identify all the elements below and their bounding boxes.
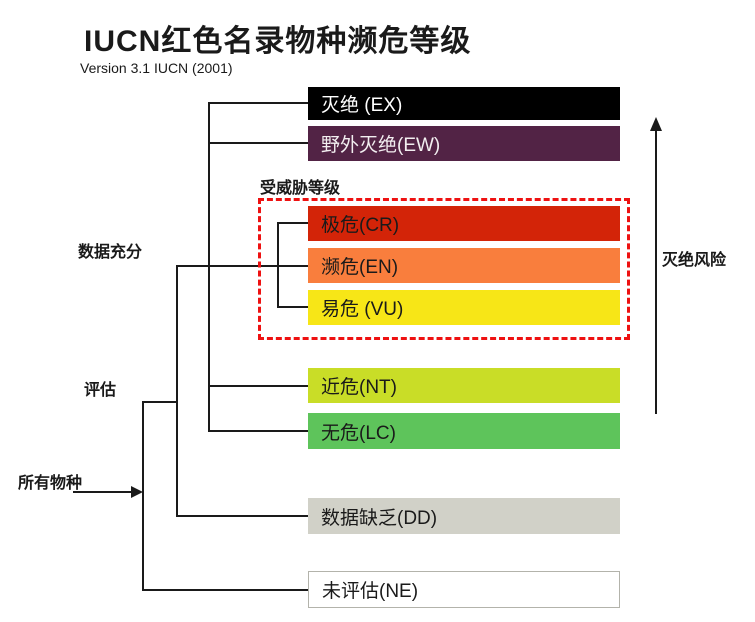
connector-trunk-data-sufficient bbox=[176, 265, 178, 517]
category-bar-cr: 极危(CR) bbox=[308, 206, 620, 241]
right-arrowhead-icon bbox=[131, 486, 143, 498]
page-title: IUCN红色名录物种濒危等级 bbox=[84, 25, 472, 58]
category-bar-en: 濒危(EN) bbox=[308, 248, 620, 283]
extinction-risk-label: 灭绝风险 bbox=[662, 252, 727, 269]
category-bar-ew: 野外灭绝(EW) bbox=[308, 126, 620, 161]
connector-to-en bbox=[176, 265, 308, 267]
category-label-ex: 灭绝 (EX) bbox=[321, 95, 403, 116]
category-label-ew: 野外灭绝(EW) bbox=[321, 135, 441, 156]
evaluated-label: 评估 bbox=[84, 382, 117, 399]
category-label-cr: 极危(CR) bbox=[321, 215, 400, 236]
connector-to-ew bbox=[208, 142, 308, 144]
connector-to-vu bbox=[277, 306, 308, 308]
threatened-group-label: 受威胁等级 bbox=[260, 180, 341, 197]
version-subtitle: Version 3.1 IUCN (2001) bbox=[80, 60, 233, 76]
extinction-risk-arrow-shaft bbox=[655, 129, 657, 414]
category-bar-nt: 近危(NT) bbox=[308, 368, 620, 403]
connector-to-ex bbox=[208, 102, 308, 104]
connector-to-nt bbox=[208, 385, 308, 387]
all-species-label: 所有物种 bbox=[18, 475, 83, 492]
connector-evaluated-junction bbox=[142, 401, 178, 403]
category-bar-dd: 数据缺乏(DD) bbox=[308, 498, 620, 534]
up-arrowhead-icon bbox=[650, 117, 662, 131]
category-label-en: 濒危(EN) bbox=[321, 257, 399, 278]
category-bar-ex: 灭绝 (EX) bbox=[308, 87, 620, 120]
category-label-ne: 未评估(NE) bbox=[322, 581, 419, 602]
all-species-arrow-shaft bbox=[73, 491, 133, 493]
category-bar-vu: 易危 (VU) bbox=[308, 290, 620, 325]
connector-to-dd bbox=[176, 515, 308, 517]
connector-trunk-categories bbox=[208, 102, 210, 432]
connector-to-ne bbox=[142, 589, 308, 591]
category-bar-lc: 无危(LC) bbox=[308, 413, 620, 449]
category-label-nt: 近危(NT) bbox=[321, 377, 397, 398]
category-label-dd: 数据缺乏(DD) bbox=[321, 507, 438, 529]
connector-to-cr bbox=[277, 222, 308, 224]
category-bar-ne: 未评估(NE) bbox=[308, 571, 620, 608]
connector-trunk-evaluated bbox=[142, 401, 144, 591]
connector-to-lc bbox=[208, 430, 308, 432]
category-label-vu: 易危 (VU) bbox=[321, 299, 404, 320]
category-label-lc: 无危(LC) bbox=[321, 422, 396, 444]
connector-trunk-threatened bbox=[277, 222, 279, 308]
data-sufficient-label: 数据充分 bbox=[78, 244, 143, 261]
